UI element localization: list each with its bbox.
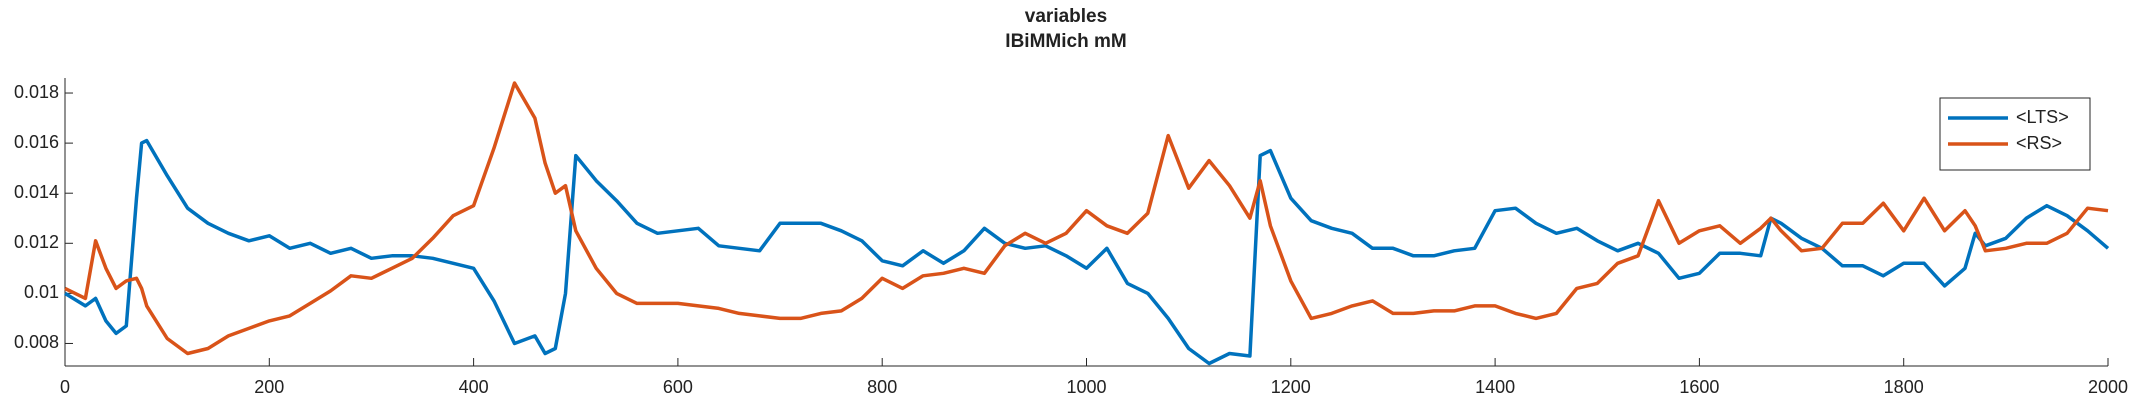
y-tick-label: 0.018 (14, 82, 59, 102)
x-tick-label: 400 (459, 377, 489, 397)
x-tick-label: 1200 (1271, 377, 1311, 397)
y-tick-label: 0.014 (14, 182, 59, 202)
legend-box (1939, 97, 2091, 171)
line (64, 138, 2110, 366)
y-tick-label: 0.012 (14, 232, 59, 252)
chart-title: variables (1025, 6, 1107, 27)
y-tick-label: 0.016 (14, 132, 59, 152)
x-tick-label: 800 (867, 377, 897, 397)
y-tick-label: 0.008 (14, 332, 59, 352)
chart-subtitle: IBiMMich mM (1005, 31, 1126, 52)
legend-label: <LTS> (2016, 107, 2069, 127)
legend-label: <RS> (2016, 133, 2062, 153)
y-tick-label: 0.01 (24, 282, 59, 302)
line (64, 81, 2109, 356)
x-tick-label: 600 (663, 377, 693, 397)
x-tick-label: 1600 (1679, 377, 1719, 397)
x-tick-label: 1000 (1066, 377, 1106, 397)
x-tick-label: 2000 (2088, 377, 2128, 397)
x-tick-label: 0 (60, 377, 70, 397)
x-tick-label: 200 (254, 377, 284, 397)
x-tick-label: 1800 (1884, 377, 1924, 397)
x-tick-label: 1400 (1475, 377, 1515, 397)
